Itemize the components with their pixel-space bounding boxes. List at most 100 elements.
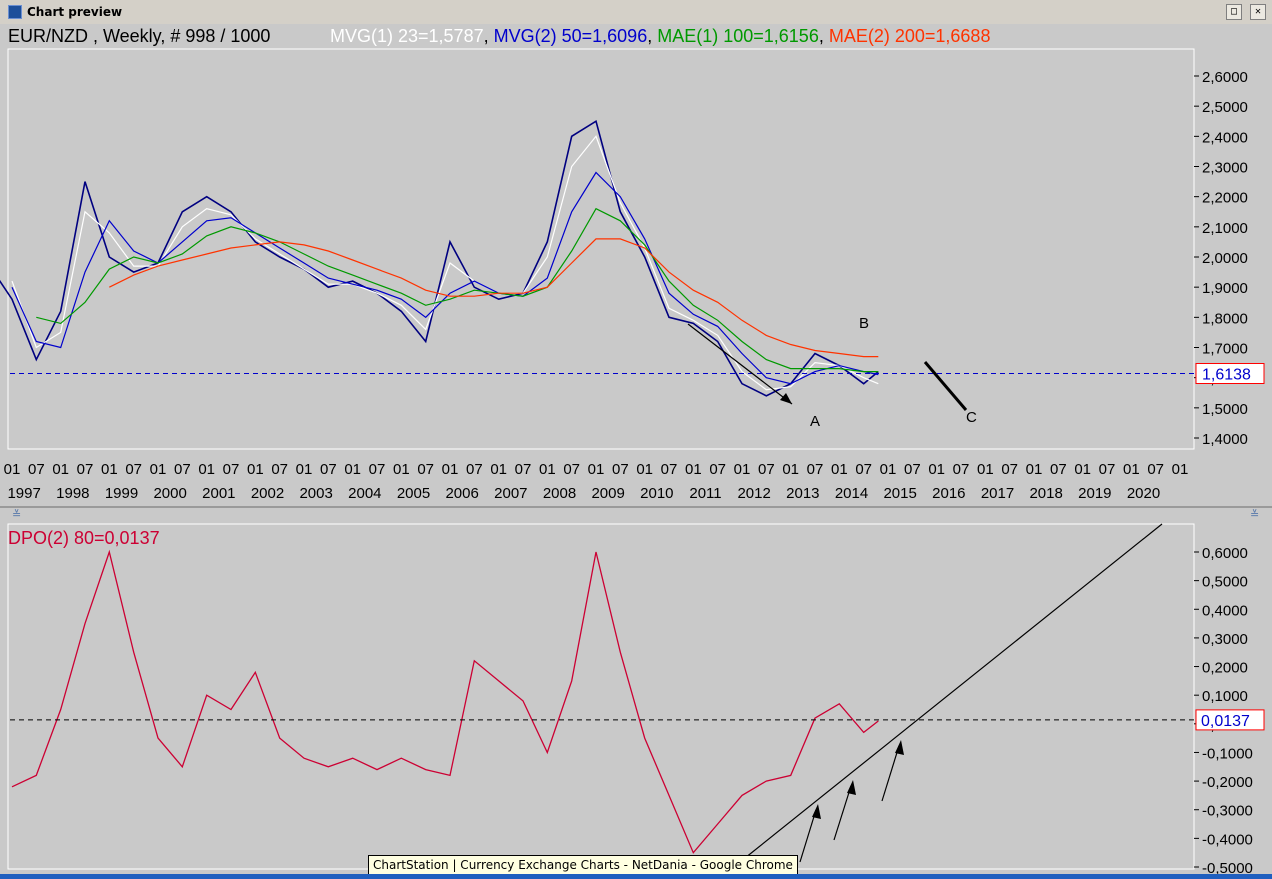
lower-y-tick-label: -0,4000 xyxy=(1202,831,1253,848)
year-tick-label: 2010 xyxy=(640,485,673,502)
upper-series-group xyxy=(0,119,879,397)
month-tick-label: 01 xyxy=(880,461,897,478)
month-tick-label: 07 xyxy=(466,461,483,478)
year-tick-label: 2007 xyxy=(494,485,527,502)
year-tick-label: 2006 xyxy=(445,485,478,502)
header-instrument: EUR/NZD , Weekly, # 998 / 1000 xyxy=(8,26,270,46)
month-tick-label: 07 xyxy=(612,461,629,478)
pane-divider-handle-right[interactable]: ≚ xyxy=(1250,509,1259,521)
month-tick-label: 07 xyxy=(223,461,240,478)
year-tick-label: 2015 xyxy=(883,485,916,502)
month-tick-label: 01 xyxy=(198,461,215,478)
legend-mae1: MAE(1) 100=1,6156 xyxy=(657,26,819,46)
month-tick-label: 07 xyxy=(271,461,288,478)
year-tick-label: 2014 xyxy=(835,485,868,502)
arrow-up-3 xyxy=(881,745,900,802)
taskbar-strip xyxy=(0,874,1272,879)
pane-divider-handle-left[interactable]: ≚ xyxy=(12,509,21,521)
legend-mvg1: MVG(1) 23=1,5787 xyxy=(330,26,484,46)
month-tick-label: 07 xyxy=(1147,461,1164,478)
lower-y-tick-label: 0,5000 xyxy=(1202,574,1248,591)
month-tick-label: 01 xyxy=(831,461,848,478)
arrow-down-a-head xyxy=(780,393,792,404)
month-tick-label: 01 xyxy=(1026,461,1043,478)
dpo-trendline xyxy=(744,523,1163,859)
year-tick-label: 1999 xyxy=(105,485,138,502)
legend-mvg2: MVG(2) 50=1,6096 xyxy=(494,26,648,46)
month-tick-label: 07 xyxy=(661,461,678,478)
month-tick-label: 01 xyxy=(734,461,751,478)
mae2-series-line xyxy=(109,238,879,358)
month-tick-label: 01 xyxy=(928,461,945,478)
year-tick-label: 2002 xyxy=(251,485,284,502)
upper-y-tick-label: 2,4000 xyxy=(1202,129,1248,146)
lower-y-tick-label: 0,4000 xyxy=(1202,602,1248,619)
month-tick-label: 07 xyxy=(1050,461,1067,478)
upper-y-tick-label: 2,5000 xyxy=(1202,99,1248,116)
month-tick-label: 01 xyxy=(636,461,653,478)
upper-y-tick-label: 2,1000 xyxy=(1202,220,1248,237)
month-tick-label: 01 xyxy=(101,461,118,478)
month-tick-label: 07 xyxy=(28,461,45,478)
month-tick-label: 01 xyxy=(52,461,69,478)
browser-caption-tooltip: ChartStation | Currency Exchange Charts … xyxy=(368,855,798,875)
month-tick-label: 01 xyxy=(393,461,410,478)
maximize-button[interactable]: □ xyxy=(1226,4,1242,20)
month-tick-label: 01 xyxy=(685,461,702,478)
month-tick-label: 01 xyxy=(442,461,459,478)
lower-y-tick-label: -0,2000 xyxy=(1202,774,1253,791)
lower-y-tick-label: 0,6000 xyxy=(1202,545,1248,562)
year-tick-label: 2013 xyxy=(786,485,819,502)
year-tick-label: 2000 xyxy=(153,485,186,502)
dpo-value-box xyxy=(1195,709,1265,731)
year-tick-label: 2011 xyxy=(689,485,721,502)
dpo-value-label: 0,0137 xyxy=(1201,713,1250,730)
month-tick-label: 07 xyxy=(709,461,726,478)
month-tick-label: 07 xyxy=(320,461,337,478)
month-tick-label: 01 xyxy=(247,461,264,478)
year-tick-label: 2003 xyxy=(299,485,332,502)
year-tick-label: 2005 xyxy=(397,485,430,502)
year-tick-label: 2009 xyxy=(591,485,624,502)
year-tick-label: 2018 xyxy=(1029,485,1062,502)
month-tick-label: 07 xyxy=(1099,461,1116,478)
arrow-up-1-head xyxy=(812,804,821,819)
month-tick-label: 07 xyxy=(174,461,191,478)
month-tick-label: 01 xyxy=(782,461,799,478)
upper-y-tick-label: 1,7000 xyxy=(1202,341,1248,358)
month-tick-label: 07 xyxy=(855,461,872,478)
close-button[interactable]: ✕ xyxy=(1250,4,1266,20)
upper-y-tick-label: 2,0000 xyxy=(1202,250,1248,267)
c-projection-line xyxy=(923,361,968,411)
price-series-line xyxy=(0,119,879,397)
legend-mae2: MAE(2) 200=1,6688 xyxy=(829,26,991,46)
arrow-up-3-head xyxy=(895,740,904,755)
annotation-b: B xyxy=(859,315,869,332)
month-tick-label: 07 xyxy=(1001,461,1018,478)
month-tick-label: 07 xyxy=(904,461,921,478)
upper-y-axis: 2,6000 2,5000 2,4000 2,3000 2,2000 2,1000 2,00… xyxy=(1194,69,1248,448)
upper-y-tick-label: 2,6000 xyxy=(1202,69,1248,86)
year-tick-label: 2020 xyxy=(1127,485,1160,502)
year-tick-label: 2004 xyxy=(348,485,381,502)
arrow-up-2 xyxy=(833,785,852,841)
annotation-a: A xyxy=(810,413,820,430)
lower-series-group xyxy=(11,549,879,854)
month-tick-label: 01 xyxy=(539,461,556,478)
month-tick-label: 07 xyxy=(563,461,580,478)
lower-y-tick-label: 0,1000 xyxy=(1202,688,1248,705)
month-tick-label: 01 xyxy=(977,461,994,478)
lower-plot-frame xyxy=(7,523,1195,870)
month-tick-label: 07 xyxy=(953,461,970,478)
annotation-c: C xyxy=(966,409,977,426)
month-tick-label: 01 xyxy=(4,461,21,478)
arrow-down-a xyxy=(687,323,793,405)
lower-y-tick-label: 0,2000 xyxy=(1202,660,1248,677)
year-tick-label: 2017 xyxy=(981,485,1014,502)
month-tick-label: 01 xyxy=(490,461,507,478)
upper-y-tick-label: 1,9000 xyxy=(1202,280,1248,297)
app-icon xyxy=(8,5,22,19)
year-tick-label: 1998 xyxy=(56,485,89,502)
month-tick-label: 01 xyxy=(1123,461,1140,478)
month-tick-label: 07 xyxy=(758,461,775,478)
